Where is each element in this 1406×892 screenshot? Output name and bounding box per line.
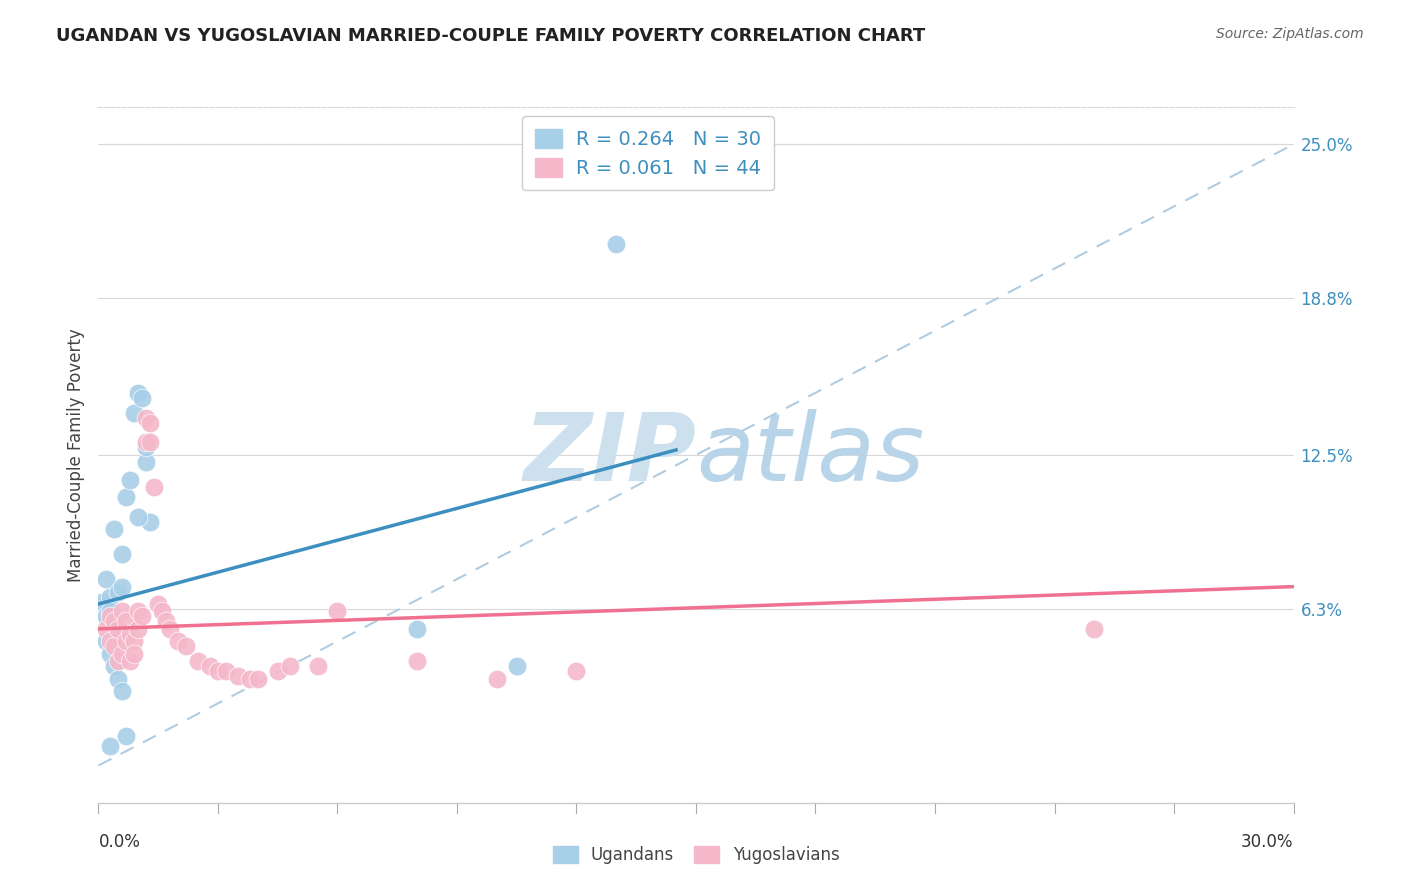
Point — [100, 590, 122, 604]
Text: UGANDAN VS YUGOSLAVIAN MARRIED-COUPLE FAMILY POVERTY CORRELATION CHART: UGANDAN VS YUGOSLAVIAN MARRIED-COUPLE FA… — [56, 27, 925, 45]
Point — [506, 659, 529, 673]
Text: Source: ZipAtlas.com: Source: ZipAtlas.com — [1216, 27, 1364, 41]
Point — [103, 523, 125, 537]
Text: 0.0%: 0.0% — [98, 832, 141, 851]
Point — [111, 580, 134, 594]
Point — [107, 654, 129, 668]
Point — [96, 634, 118, 648]
Point — [100, 605, 122, 619]
Point — [96, 572, 118, 586]
Point — [565, 664, 588, 678]
Point — [120, 627, 142, 641]
Point — [127, 510, 149, 524]
Point — [135, 441, 157, 455]
Point — [127, 622, 149, 636]
Point — [246, 672, 269, 686]
Y-axis label: Married-Couple Family Poverty: Married-Couple Family Poverty — [66, 328, 84, 582]
Point — [174, 639, 197, 653]
Point — [100, 739, 122, 753]
Point — [135, 410, 157, 425]
Point — [207, 664, 229, 678]
Point — [135, 435, 157, 450]
Point — [198, 659, 221, 673]
Text: 30.0%: 30.0% — [1241, 832, 1294, 851]
Point — [103, 615, 125, 629]
Point — [124, 406, 146, 420]
Point — [111, 547, 134, 561]
Point — [120, 654, 142, 668]
Point — [131, 391, 153, 405]
Point — [150, 605, 173, 619]
Point — [103, 659, 125, 673]
Point — [115, 615, 138, 629]
Point — [107, 622, 129, 636]
Point — [139, 515, 162, 529]
Point — [107, 622, 129, 636]
Point — [143, 480, 166, 494]
Point — [115, 490, 138, 504]
Point — [100, 634, 122, 648]
Point — [139, 416, 162, 430]
Point — [239, 672, 262, 686]
Point — [111, 647, 134, 661]
Point — [124, 647, 146, 661]
Point — [115, 634, 138, 648]
Point — [100, 647, 122, 661]
Point — [103, 615, 125, 629]
Point — [1083, 622, 1105, 636]
Point — [159, 622, 181, 636]
Point — [107, 672, 129, 686]
Point — [115, 729, 138, 743]
Point — [139, 435, 162, 450]
Point — [406, 654, 429, 668]
Point — [96, 609, 118, 624]
Text: atlas: atlas — [696, 409, 924, 500]
Point — [326, 605, 349, 619]
Point — [226, 669, 249, 683]
Point — [111, 684, 134, 698]
Point — [148, 597, 170, 611]
Point — [120, 473, 142, 487]
Point — [135, 455, 157, 469]
Point — [187, 654, 209, 668]
Point — [485, 672, 508, 686]
Legend: Ugandans, Yugoslavians: Ugandans, Yugoslavians — [546, 839, 846, 871]
Point — [107, 584, 129, 599]
Point — [131, 609, 153, 624]
Point — [91, 594, 114, 608]
Point — [267, 664, 290, 678]
Point — [155, 615, 177, 629]
Point — [124, 634, 146, 648]
Point — [127, 605, 149, 619]
Point — [111, 605, 134, 619]
Point — [167, 634, 190, 648]
Point — [96, 622, 118, 636]
Point — [103, 639, 125, 653]
Point — [215, 664, 238, 678]
Point — [605, 236, 627, 251]
Point — [307, 659, 329, 673]
Point — [278, 659, 301, 673]
Text: ZIP: ZIP — [523, 409, 696, 501]
Point — [127, 385, 149, 400]
Point — [406, 622, 429, 636]
Point — [100, 609, 122, 624]
